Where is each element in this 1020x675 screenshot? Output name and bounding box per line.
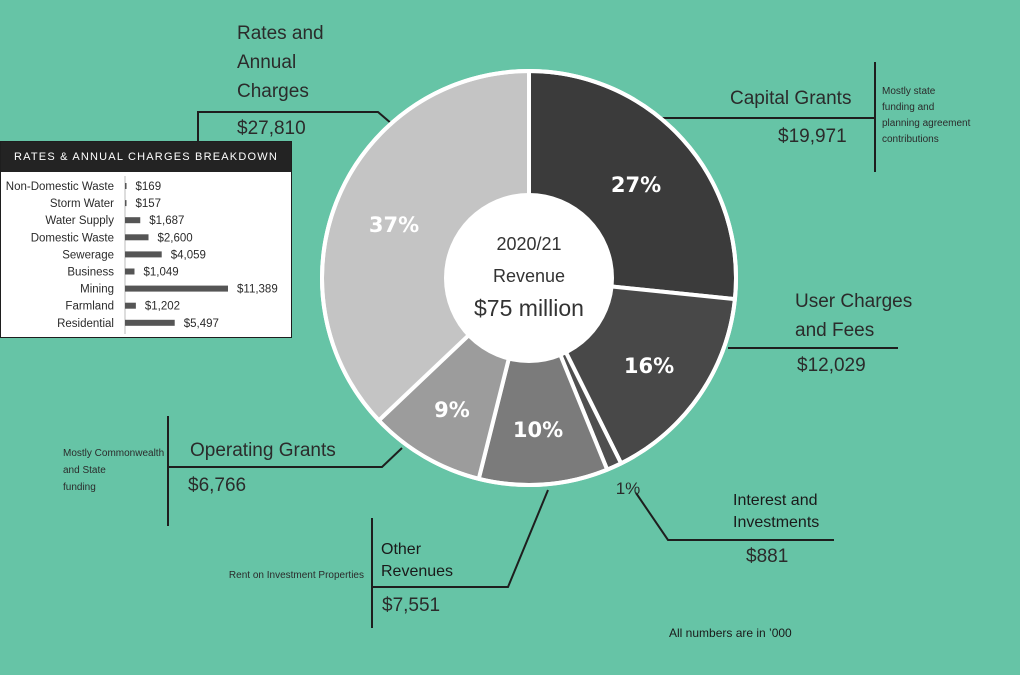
user-title-line1: User Charges bbox=[795, 291, 912, 312]
pie-percent-labels: 27% 16% 10% 9% 37% bbox=[369, 173, 674, 442]
units-footnote: All numbers are in ’000 bbox=[669, 626, 792, 640]
breakdown-value-label: $169 bbox=[136, 181, 162, 193]
capital-note-line4: contributions bbox=[882, 134, 939, 145]
breakdown-title: RATES & ANNUAL CHARGES BREAKDOWN bbox=[1, 142, 291, 172]
capital-callout: Capital Grants $19,971 Mostly state fund… bbox=[730, 86, 971, 147]
breakdown-category-label: Business bbox=[67, 267, 114, 279]
interest-value: $881 bbox=[746, 546, 788, 567]
breakdown-bar bbox=[125, 251, 162, 258]
breakdown-value-label: $157 bbox=[136, 198, 162, 210]
rates-leader bbox=[197, 111, 393, 141]
pct-label-capital: 27% bbox=[611, 173, 661, 197]
rates-title-line2: Annual bbox=[237, 52, 296, 73]
center-year: 2020/21 bbox=[496, 234, 561, 254]
pct-label-other: 10% bbox=[513, 418, 563, 442]
breakdown-value-label: $5,497 bbox=[184, 318, 219, 330]
other-value: $7,551 bbox=[382, 595, 440, 616]
leader-lines bbox=[167, 62, 898, 628]
interest-callout: Interest and Investments $881 bbox=[733, 492, 819, 567]
operating-title: Operating Grants bbox=[190, 440, 336, 461]
capital-title: Capital Grants bbox=[730, 88, 851, 109]
breakdown-value-label: $2,600 bbox=[158, 232, 193, 244]
other-note: Rent on Investment Properties bbox=[229, 570, 364, 581]
breakdown-category-label: Farmland bbox=[65, 301, 114, 313]
breakdown-bar bbox=[125, 268, 135, 275]
breakdown-value-label: $1,049 bbox=[143, 267, 178, 279]
pct-label-interest: 1% bbox=[616, 479, 641, 498]
operating-callout: Operating Grants $6,766 Mostly Commonwea… bbox=[63, 440, 336, 496]
breakdown-value-label: $11,389 bbox=[237, 284, 278, 296]
operating-note-line3: funding bbox=[63, 482, 96, 493]
breakdown-category-label: Mining bbox=[80, 284, 114, 296]
user-callout: User Charges and Fees $12,029 bbox=[795, 291, 912, 376]
breakdown-bar bbox=[125, 302, 136, 309]
breakdown-category-label: Sewerage bbox=[62, 249, 114, 261]
rates-breakdown-panel: RATES & ANNUAL CHARGES BREAKDOWN Non-Dom… bbox=[0, 141, 292, 338]
other-callout: Other Revenues $7,551 Rent on Investment… bbox=[229, 541, 453, 616]
center-total: $75 million bbox=[474, 295, 584, 321]
rates-callout: Rates and Annual Charges $27,810 bbox=[237, 23, 324, 139]
breakdown-value-label: $1,687 bbox=[149, 215, 184, 227]
rates-title-line1: Rates and bbox=[237, 23, 324, 44]
breakdown-bar bbox=[125, 183, 127, 189]
pie-outline bbox=[320, 69, 738, 487]
operating-note-line1: Mostly Commonwealth bbox=[63, 448, 164, 459]
breakdown-bar bbox=[125, 234, 149, 241]
operating-leader bbox=[168, 447, 403, 468]
breakdown-bar bbox=[125, 200, 127, 207]
breakdown-value-label: $1,202 bbox=[145, 301, 180, 313]
breakdown-category-label: Non-Domestic Waste bbox=[6, 181, 114, 193]
user-title-line2: and Fees bbox=[795, 320, 874, 341]
center-label: Revenue bbox=[493, 266, 565, 286]
center-circle bbox=[444, 193, 614, 363]
rates-title-line3: Charges bbox=[237, 81, 309, 102]
rates-value: $27,810 bbox=[237, 118, 306, 139]
capital-note-line1: Mostly state bbox=[882, 86, 936, 97]
capital-note-line2: funding and bbox=[882, 102, 934, 113]
interest-title-line2: Investments bbox=[733, 514, 819, 531]
capital-value: $19,971 bbox=[778, 126, 847, 147]
breakdown-bar bbox=[125, 319, 175, 326]
other-leader bbox=[372, 489, 549, 588]
breakdown-bar bbox=[125, 217, 141, 224]
breakdown-category-label: Storm Water bbox=[50, 198, 114, 210]
user-value: $12,029 bbox=[797, 355, 866, 376]
breakdown-category-label: Residential bbox=[57, 318, 114, 330]
breakdown-bar bbox=[125, 285, 228, 292]
other-title-line1: Other bbox=[381, 541, 422, 558]
capital-note-line3: planning agreement bbox=[882, 118, 971, 129]
interest-title-line1: Interest and bbox=[733, 492, 818, 509]
pct-label-user: 16% bbox=[624, 354, 674, 378]
pct-label-operating: 9% bbox=[434, 398, 470, 422]
breakdown-bar-chart: Non-Domestic Waste $169 Storm Water $157 Wat… bbox=[6, 176, 278, 334]
pie-center-text: 2020/21 Revenue $75 million bbox=[474, 234, 584, 321]
other-title-line2: Revenues bbox=[381, 563, 453, 580]
breakdown-category-label: Domestic Waste bbox=[31, 232, 114, 244]
breakdown-value-label: $4,059 bbox=[171, 249, 206, 261]
operating-value: $6,766 bbox=[188, 475, 246, 496]
breakdown-category-label: Water Supply bbox=[45, 215, 114, 227]
interest-leader bbox=[635, 492, 834, 541]
operating-note-line2: and State bbox=[63, 465, 106, 476]
pct-label-rates: 37% bbox=[369, 213, 419, 237]
